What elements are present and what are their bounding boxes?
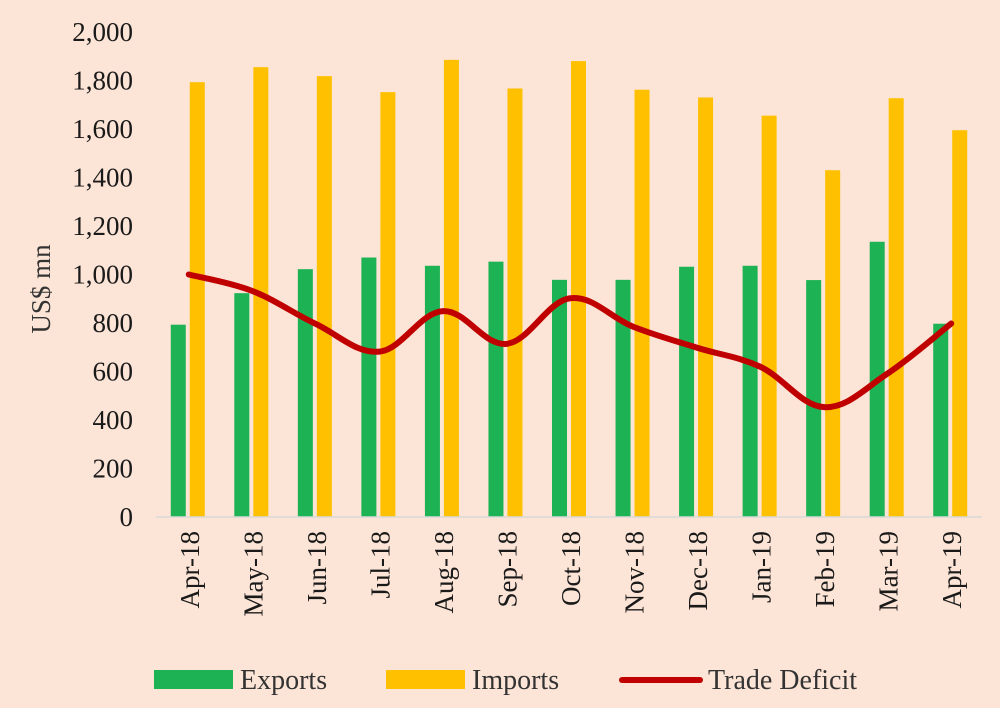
x-tick-label-mar-19: Mar-19 — [874, 531, 904, 611]
y-axis-label: US$ mn — [26, 244, 56, 334]
deficit-line-group — [185, 271, 955, 411]
legend: Exports Imports Trade Deficit — [154, 665, 857, 696]
bar-exports-oct-18 — [552, 279, 567, 517]
legend-swatch-imports — [386, 670, 465, 689]
bar-imports-apr-19 — [952, 130, 968, 517]
bar-imports-apr-18 — [189, 82, 205, 517]
x-tick-label-apr-19: Apr-19 — [937, 531, 967, 608]
x-tick-label-nov-18: Nov-18 — [620, 531, 650, 614]
bar-exports-apr-18 — [170, 324, 186, 517]
y-tick-label: 800 — [93, 308, 134, 338]
legend-label-trade-deficit: Trade Deficit — [708, 665, 857, 696]
y-tick-label: 400 — [93, 405, 134, 435]
bar-imports-mar-19 — [888, 98, 904, 517]
x-tick-label-jun-18: Jun-18 — [302, 531, 332, 605]
x-axis-ticks: Apr-18 May-18 Jun-18 Jul-18 Aug-18 Sep-18 Oct-… — [175, 531, 967, 616]
bar-exports-nov-18 — [615, 279, 631, 517]
y-tick-label: 1,000 — [72, 260, 133, 290]
x-tick-label-apr-18: Apr-18 — [175, 531, 205, 608]
bar-imports-jul-18 — [380, 92, 396, 517]
x-tick-label-jul-18: Jul-18 — [365, 531, 395, 599]
line-trade-deficit — [185, 271, 955, 411]
bar-exports-aug-18 — [424, 265, 440, 517]
x-tick-label-dec-18: Dec-18 — [683, 531, 713, 610]
bar-exports-dec-18 — [679, 266, 695, 517]
bar-exports-sep-18 — [488, 261, 504, 517]
bar-exports-feb-19 — [806, 280, 822, 517]
y-tick-label: 1,600 — [72, 114, 133, 144]
bar-imports-nov-18 — [634, 89, 650, 517]
bar-imports-feb-19 — [825, 170, 841, 517]
y-tick-label: 1,800 — [72, 66, 133, 96]
bar-imports-oct-18 — [571, 61, 586, 517]
x-tick-label-jan-19: Jan-19 — [747, 531, 777, 603]
bar-imports-dec-18 — [698, 97, 714, 517]
y-axis-ticks: 0 200 400 600 800 1,000 1,200 1,400 1,600 1,800 2,… — [72, 17, 133, 532]
bar-imports-sep-18 — [507, 88, 523, 517]
bar-exports-jan-19 — [742, 265, 758, 517]
y-tick-label: 1,400 — [72, 163, 133, 193]
legend-swatch-exports — [154, 670, 233, 689]
y-tick-label: 0 — [120, 502, 134, 532]
x-tick-label-oct-18: Oct-18 — [556, 531, 586, 606]
bar-exports-apr-19 — [933, 323, 949, 517]
x-tick-label-sep-18: Sep-18 — [492, 531, 522, 608]
y-tick-label: 2,000 — [72, 17, 133, 47]
x-tick-label-feb-19: Feb-19 — [810, 531, 840, 608]
x-tick-label-may-18: May-18 — [238, 531, 268, 616]
bar-imports-jun-18 — [316, 76, 332, 517]
bars-group — [170, 59, 968, 517]
legend-label-exports: Exports — [240, 665, 327, 696]
y-tick-label: 200 — [93, 454, 134, 484]
bar-exports-may-18 — [234, 293, 250, 517]
bar-imports-aug-18 — [443, 59, 459, 517]
y-tick-label: 600 — [93, 357, 134, 387]
x-tick-label-aug-18: Aug-18 — [429, 531, 459, 614]
bar-exports-jun-18 — [297, 269, 313, 517]
legend-label-imports: Imports — [472, 665, 559, 696]
bar-imports-jan-19 — [761, 115, 777, 517]
y-tick-label: 1,200 — [72, 211, 133, 241]
bar-exports-jul-18 — [361, 257, 377, 517]
